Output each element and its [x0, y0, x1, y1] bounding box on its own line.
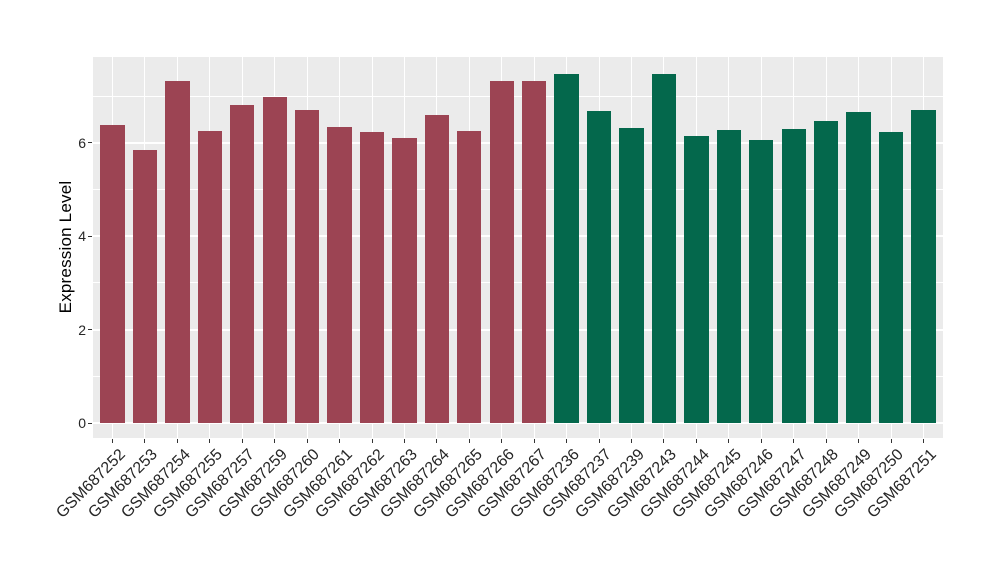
bar	[716, 130, 742, 424]
gridline-major-horizontal	[93, 141, 943, 144]
y-axis-tick-label: 0	[78, 415, 86, 432]
bar	[100, 125, 125, 424]
x-axis-tick-mark	[890, 439, 892, 443]
x-axis-tick-mark	[176, 439, 178, 443]
x-axis-tick-mark	[209, 439, 211, 443]
bar	[165, 80, 190, 424]
x-axis-tick-mark	[403, 439, 405, 443]
bar	[878, 132, 904, 424]
x-axis-tick-mark	[144, 439, 146, 443]
x-axis-tick-mark	[436, 439, 438, 443]
bar	[781, 128, 806, 424]
x-axis-tick-mark	[598, 439, 600, 443]
bar	[392, 138, 417, 424]
gridline-major-horizontal	[93, 422, 943, 425]
x-axis-tick-mark	[663, 439, 665, 443]
x-axis-tick-mark	[728, 439, 730, 443]
bar	[262, 97, 287, 424]
y-axis-title: Expression Level	[56, 180, 75, 314]
x-axis-tick-mark	[566, 439, 568, 443]
bar	[327, 127, 352, 424]
x-axis-tick-mark	[858, 439, 860, 443]
bar	[911, 110, 936, 424]
x-axis-tick-mark	[793, 439, 795, 443]
y-axis-tick-mark	[88, 422, 92, 424]
bar	[359, 132, 385, 424]
gridline-minor-horizontal	[93, 375, 943, 377]
y-axis-tick-label: 2	[78, 321, 86, 338]
x-axis-tick-mark	[274, 439, 276, 443]
x-axis-tick-mark	[339, 439, 341, 443]
bar	[197, 130, 222, 424]
gridline-minor-horizontal	[93, 282, 943, 284]
x-axis-tick-mark	[241, 439, 243, 443]
bar	[749, 140, 774, 424]
bar	[554, 74, 579, 424]
bar	[684, 135, 709, 424]
x-axis-tick-mark	[111, 439, 113, 443]
bar	[424, 114, 450, 424]
bar	[522, 80, 547, 424]
bar	[457, 130, 482, 424]
plot-panel	[93, 57, 943, 438]
bar	[489, 80, 514, 424]
x-axis-tick-mark	[533, 439, 535, 443]
bar	[586, 111, 612, 424]
bar	[294, 110, 320, 424]
gridline-minor-horizontal	[93, 189, 943, 191]
x-axis-tick-mark	[468, 439, 470, 443]
y-axis-tick-label: 6	[78, 134, 86, 151]
bar	[230, 104, 255, 424]
y-axis-tick-mark	[88, 329, 92, 331]
y-axis-tick-mark	[88, 142, 92, 144]
x-axis-tick-mark	[923, 439, 925, 443]
bar	[814, 120, 839, 424]
gridline-minor-horizontal	[93, 95, 943, 97]
bar	[651, 74, 677, 424]
gridline-major-horizontal	[93, 235, 943, 238]
gridline-major-horizontal	[93, 328, 943, 331]
bar	[132, 149, 158, 424]
x-axis-tick-mark	[760, 439, 762, 443]
x-axis-tick-mark	[371, 439, 373, 443]
x-axis-tick-mark	[695, 439, 697, 443]
y-axis-tick-mark	[88, 235, 92, 237]
x-axis-tick-mark	[631, 439, 633, 443]
y-axis-tick-label: 4	[78, 228, 86, 245]
bar	[619, 127, 644, 424]
x-axis-tick-mark	[306, 439, 308, 443]
x-axis-tick-mark	[825, 439, 827, 443]
x-axis-tick-mark	[501, 439, 503, 443]
bar	[846, 112, 871, 424]
